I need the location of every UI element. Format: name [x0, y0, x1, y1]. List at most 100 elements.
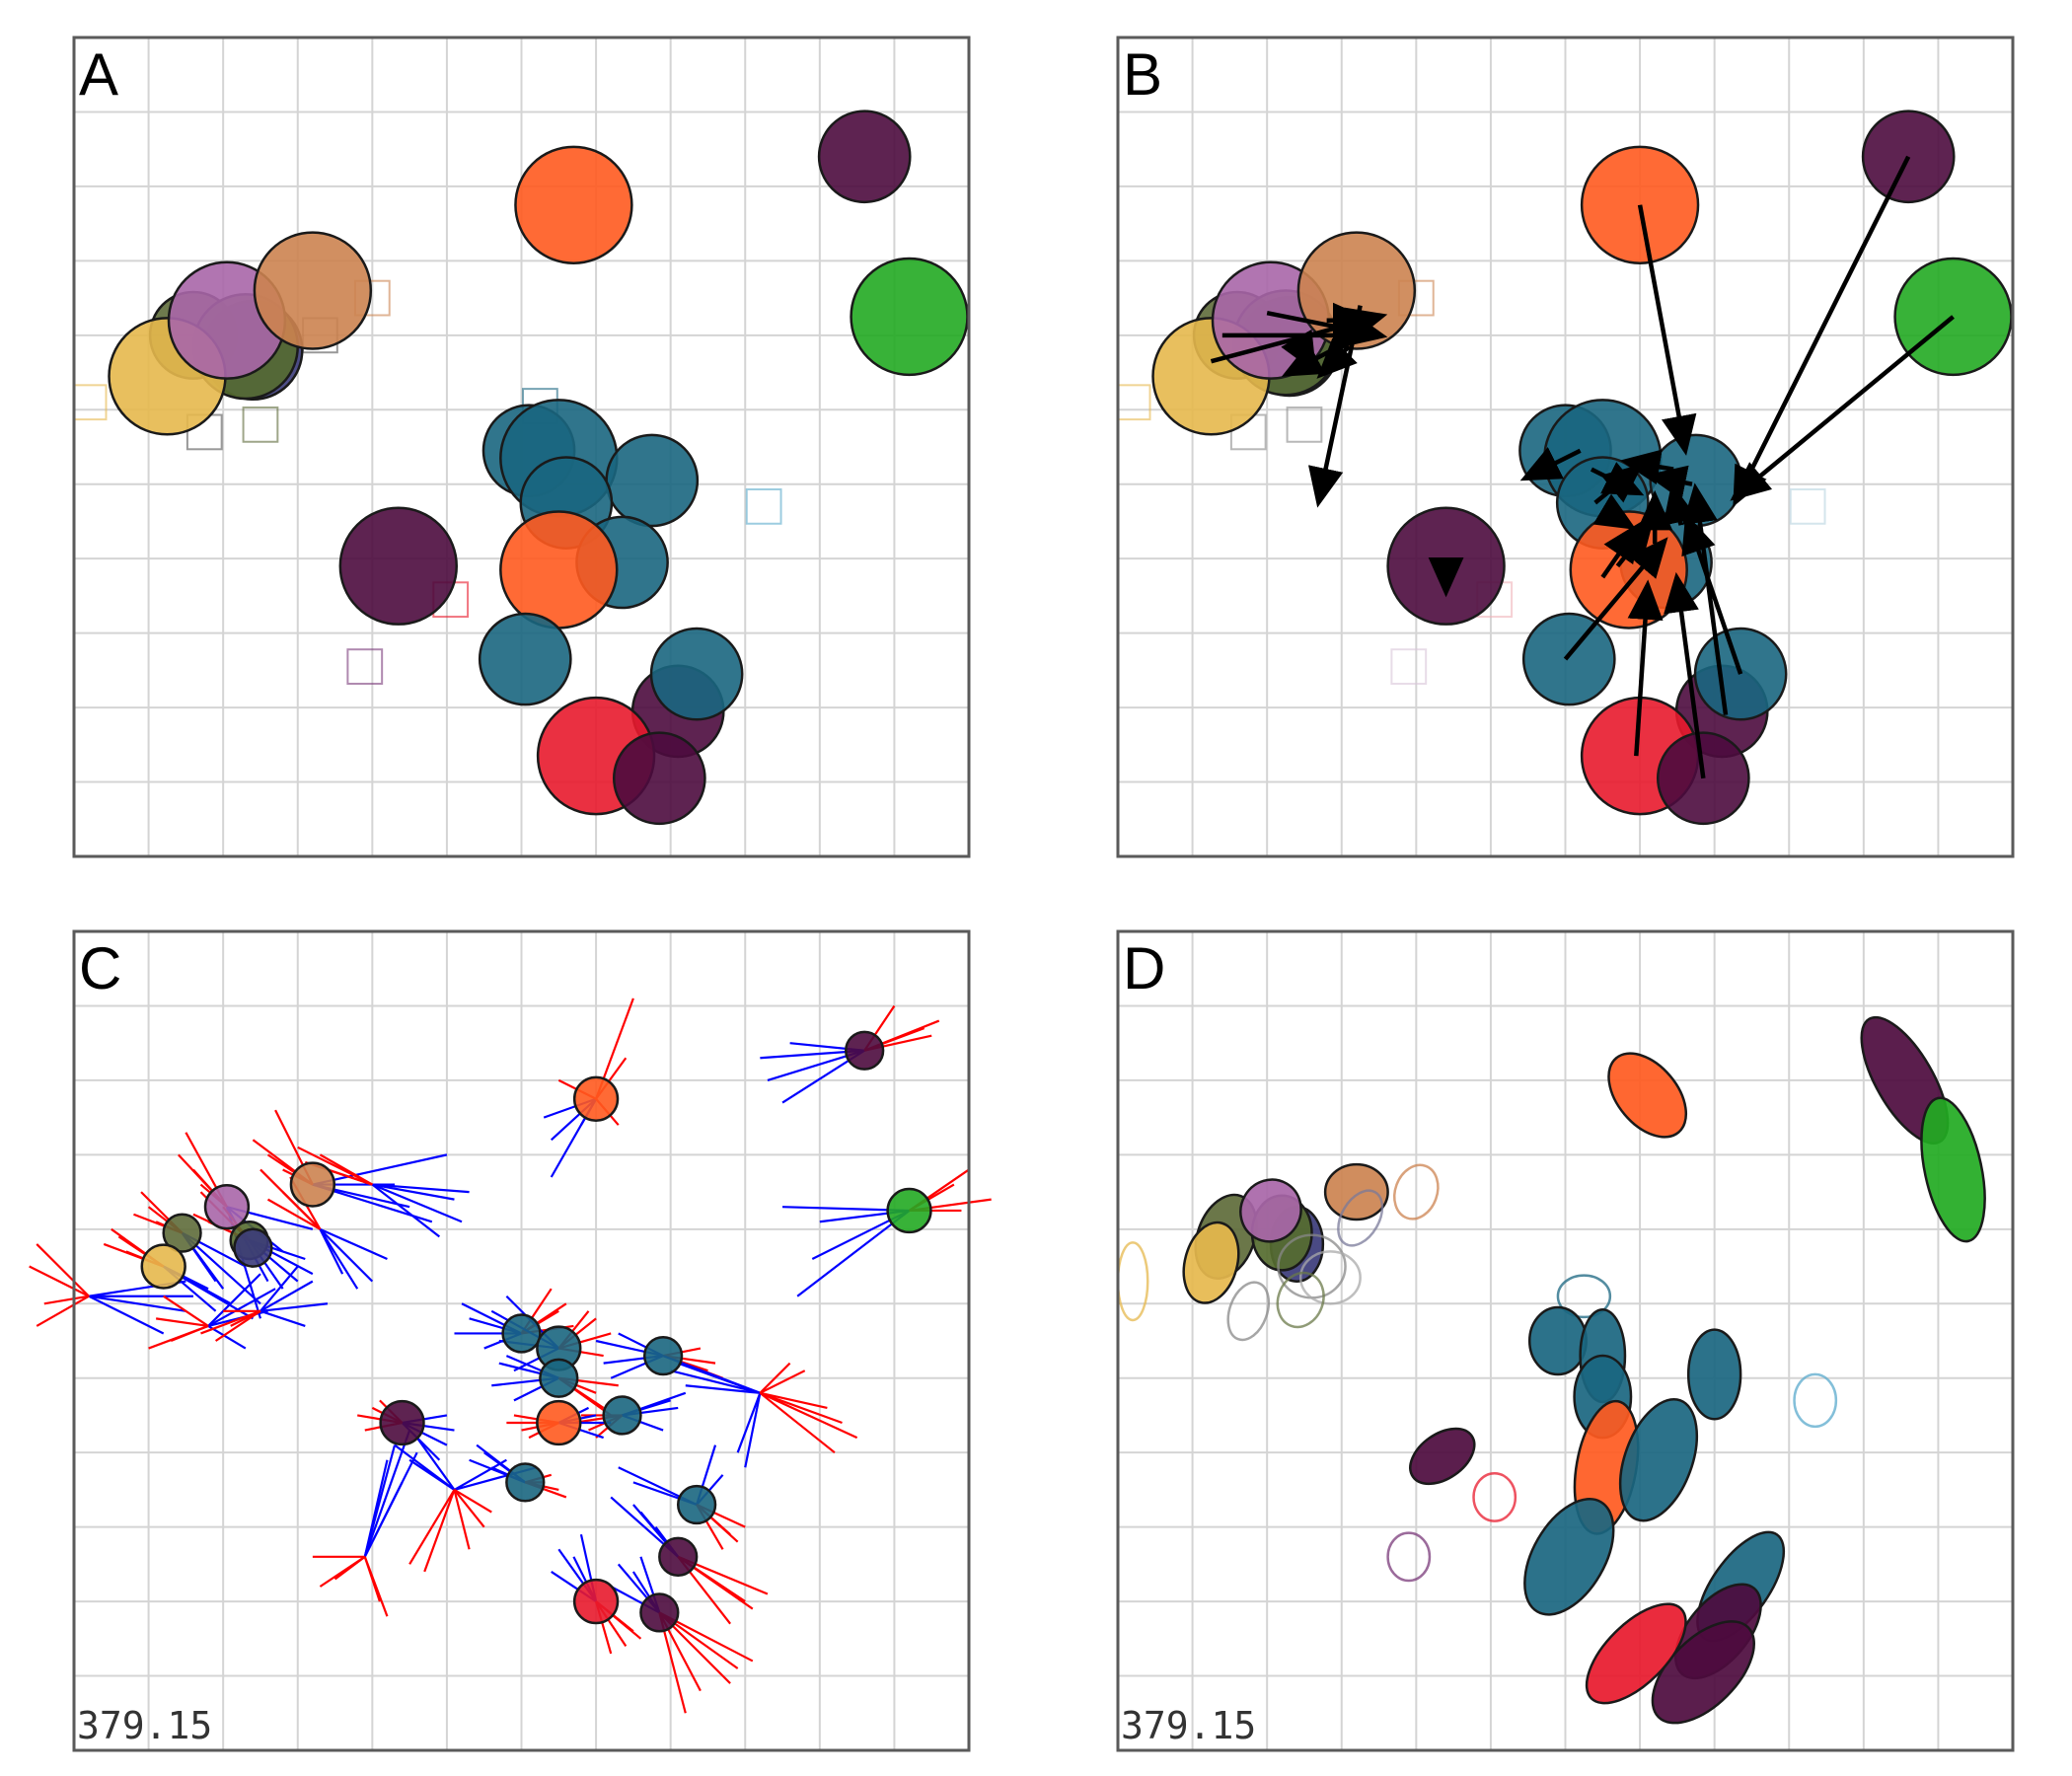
attraction-force-line	[372, 1183, 455, 1201]
repulsion-force-line	[408, 1489, 456, 1565]
data-circle	[639, 1592, 680, 1633]
attraction-force-line	[259, 1309, 306, 1327]
hollow-square-marker	[1390, 648, 1428, 685]
attraction-force-line	[207, 1324, 247, 1350]
panel-c: C 379.15	[29, 929, 992, 1752]
panel-letter-c: C	[79, 935, 121, 1001]
hollow-square-marker	[242, 406, 279, 443]
marks-a	[74, 110, 969, 826]
hollow-square-marker	[346, 648, 384, 685]
data-ellipse	[1182, 1221, 1240, 1304]
attraction-force-line	[207, 1273, 261, 1327]
hollow-ellipse	[1298, 1250, 1362, 1305]
attraction-force-line	[363, 1459, 389, 1558]
panel-b: B	[1116, 36, 2015, 858]
data-circle	[850, 257, 969, 377]
attraction-force-line	[371, 1183, 441, 1238]
attraction-force-line	[685, 1384, 761, 1394]
data-circle	[162, 1213, 202, 1253]
hollow-square-marker	[1286, 406, 1323, 443]
panel-letter-b: B	[1123, 41, 1162, 108]
marks-c	[29, 998, 992, 1714]
displacement-arrow	[1592, 493, 1637, 530]
hollow-ellipse	[1276, 1271, 1325, 1329]
repulsion-force-line	[759, 1391, 836, 1454]
repulsion-force-line	[760, 1391, 828, 1409]
data-circle	[572, 1075, 620, 1122]
repulsion-force-line	[759, 1391, 858, 1440]
data-circle	[1893, 257, 2013, 377]
attraction-force-line	[408, 1458, 456, 1491]
data-circle	[253, 231, 373, 350]
repulsion-force-line	[43, 1295, 90, 1305]
repulsion-force-line	[170, 1324, 209, 1343]
attraction-force-line	[88, 1295, 165, 1335]
data-circle	[501, 1313, 542, 1354]
attraction-force-line	[259, 1280, 314, 1312]
data-circle	[478, 612, 572, 706]
repulsion-force-line	[319, 1555, 366, 1588]
frame-d	[1116, 929, 2015, 1752]
repulsion-force-line	[281, 1191, 322, 1230]
marks-d	[1118, 1015, 1986, 1725]
panel-letter-d: D	[1123, 935, 1165, 1001]
attraction-force-line	[453, 1458, 507, 1491]
data-ellipse	[1527, 1305, 1588, 1376]
data-ellipse	[1239, 1178, 1302, 1243]
displacement-arrow	[1733, 155, 1911, 507]
data-circle	[140, 1243, 186, 1290]
frame-b	[1116, 36, 2015, 858]
attraction-force-line	[259, 1265, 299, 1312]
repulsion-force-line	[453, 1488, 492, 1514]
data-circle	[203, 1184, 251, 1230]
attraction-force-line	[259, 1302, 329, 1312]
data-circle	[1569, 510, 1688, 629]
data-ellipse	[1618, 1397, 1699, 1522]
repulsion-force-line	[29, 1265, 90, 1297]
hollow-square-marker	[1118, 384, 1151, 421]
data-ellipse	[1585, 1602, 1687, 1705]
displacement-arrow	[1646, 465, 1693, 501]
attraction-force-line	[363, 1451, 418, 1558]
data-ellipse	[1323, 1162, 1389, 1221]
data-ellipse	[1409, 1427, 1476, 1486]
hollow-square-marker	[745, 487, 782, 525]
data-ellipse	[1607, 1052, 1688, 1139]
hollow-ellipse	[1472, 1472, 1517, 1522]
attraction-force-line	[372, 1183, 470, 1194]
data-circle	[499, 510, 619, 629]
panel-letter-a: A	[79, 41, 118, 108]
displacement-arrow	[1637, 204, 1697, 456]
attraction-force-line	[88, 1295, 186, 1312]
repulsion-force-line	[759, 1391, 843, 1425]
attraction-force-line	[319, 1228, 359, 1290]
repulsion-force-line	[155, 1317, 209, 1327]
repulsion-force-line	[200, 1309, 261, 1335]
repulsion-force-line	[36, 1243, 90, 1297]
data-ellipse	[1920, 1096, 1986, 1243]
displacement-arrow	[1627, 579, 1664, 757]
hollow-square-marker	[1789, 487, 1826, 525]
repulsion-force-line	[36, 1295, 90, 1327]
repulsion-force-line	[363, 1556, 381, 1602]
displacement-arrow	[1613, 521, 1654, 568]
attraction-force-line	[312, 1153, 448, 1186]
repulsion-force-line	[759, 1369, 806, 1394]
displacement-arrow	[1316, 337, 1358, 379]
repulsion-force-line	[230, 1309, 261, 1327]
data-circle	[649, 627, 744, 721]
data-circle	[676, 1484, 717, 1525]
attraction-force-line	[736, 1392, 762, 1453]
attraction-force-line	[319, 1228, 344, 1275]
data-ellipse	[1686, 1328, 1742, 1421]
hollow-ellipse	[1118, 1241, 1149, 1322]
data-circle	[817, 110, 912, 204]
hollow-ellipse	[1393, 1163, 1440, 1221]
attraction-force-line	[670, 1369, 761, 1394]
attraction-force-line	[363, 1430, 411, 1558]
data-circle	[845, 1030, 885, 1071]
repulsion-force-line	[214, 1309, 261, 1342]
hollow-ellipse	[1386, 1531, 1432, 1583]
frame-a	[72, 36, 971, 858]
energy-readout-c: 379.15	[77, 1704, 212, 1747]
